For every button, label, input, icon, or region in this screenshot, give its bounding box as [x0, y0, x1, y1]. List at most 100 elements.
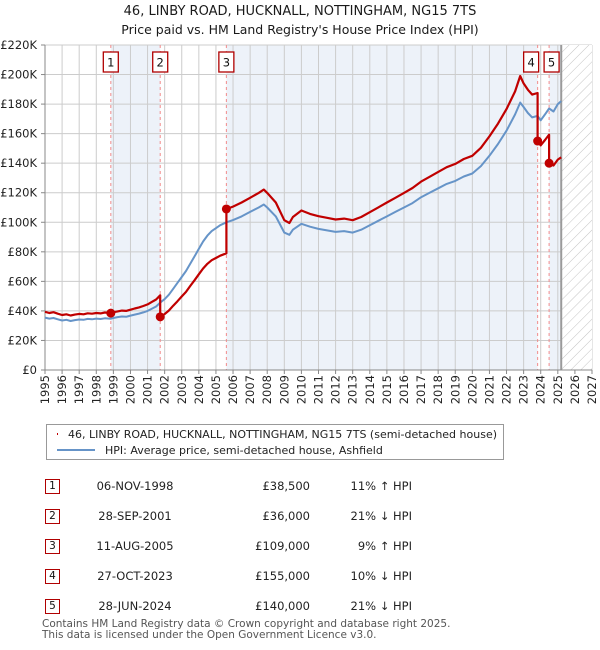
- sale-number-box: 2: [45, 508, 60, 524]
- sale-date: 28-SEP-2001: [98, 509, 172, 523]
- y-axis-label: £220K: [0, 38, 37, 52]
- sale-date: 28-JUN-2024: [98, 599, 172, 613]
- sale-number-box: 3: [45, 538, 60, 554]
- x-axis-label: 2023: [517, 375, 531, 404]
- property-line-swatch: [57, 433, 59, 435]
- y-axis-label: £200K: [0, 68, 37, 82]
- x-axis-label: 2000: [123, 375, 137, 404]
- sale-point-marker: [544, 158, 554, 168]
- legend-label-property: 46, LINBY ROAD, HUCKNALL, NOTTINGHAM, NG…: [68, 427, 497, 441]
- x-axis-label: 2019: [448, 375, 462, 404]
- x-axis-label: 1996: [55, 375, 69, 404]
- sale-point-marker: [221, 204, 231, 214]
- x-axis-label: 2022: [500, 375, 514, 404]
- hpi-line: [44, 100, 562, 322]
- footer-line-1: Contains HM Land Registry data © Crown c…: [42, 618, 451, 630]
- ownership-period-shading: [226, 45, 538, 370]
- x-axis-label: 2027: [585, 375, 599, 404]
- x-axis-label: 2012: [329, 375, 343, 404]
- x-axis-label: 2010: [294, 375, 308, 404]
- sale-point-marker: [533, 136, 543, 146]
- sale-hpi-comparison: 11% ↑ HPI: [350, 479, 412, 493]
- sale-number-box: 5: [45, 598, 60, 614]
- y-axis-label: £120K: [0, 186, 37, 200]
- y-axis-label: £20K: [8, 333, 38, 347]
- x-axis-label: 2021: [482, 375, 496, 404]
- x-axis-label: 2018: [431, 375, 445, 404]
- sale-number-flag: [522, 51, 540, 73]
- sale-row: 4 27-OCT-2023 £155,000 10% ↓ HPI: [45, 561, 465, 591]
- license-footer: Contains HM Land Registry data © Crown c…: [42, 619, 450, 641]
- x-axis-label: 2011: [312, 375, 326, 404]
- sale-number-flag: [102, 51, 119, 73]
- y-axis-label: £100K: [0, 215, 37, 229]
- x-axis-label: 1995: [38, 375, 52, 404]
- future-region-hatch: [561, 45, 592, 370]
- sale-price: £36,000: [262, 509, 310, 523]
- legend-item-property: 46, LINBY ROAD, HUCKNALL, NOTTINGHAM, NG…: [53, 427, 497, 441]
- x-axis-label: 2003: [175, 375, 189, 404]
- y-axis-label: £160K: [0, 127, 37, 141]
- sale-hpi-comparison: 10% ↓ HPI: [350, 569, 412, 583]
- x-axis-label: 2020: [465, 375, 479, 404]
- sale-number-flag-label: 2: [157, 56, 164, 70]
- x-axis-label: 2004: [192, 375, 206, 404]
- y-axis-label: £140K: [0, 156, 37, 170]
- sale-number-flag-label: 1: [107, 56, 114, 70]
- y-axis-label: £80K: [8, 245, 38, 259]
- x-axis-label: 2005: [209, 375, 223, 404]
- y-axis-label: £180K: [0, 97, 37, 111]
- x-axis-label: 2009: [277, 375, 291, 404]
- legend-label-hpi: HPI: Average price, semi-detached house,…: [105, 443, 383, 457]
- hpi-line-swatch: [57, 449, 95, 451]
- sales-table: 1 06-NOV-1998 £38,500 11% ↑ HPI 2 28-SEP…: [45, 471, 465, 621]
- sale-number-flag-label: 3: [223, 56, 230, 70]
- x-axis-label: 2016: [397, 375, 411, 404]
- sale-price: £140,000: [255, 599, 310, 613]
- x-axis-label: 2014: [363, 375, 377, 404]
- sale-number-flag-label: 5: [548, 56, 555, 70]
- sale-price: £155,000: [255, 569, 310, 583]
- sale-point-marker: [106, 308, 116, 318]
- sale-number-flag: [543, 51, 560, 73]
- sale-date: 27-OCT-2023: [97, 569, 173, 583]
- y-axis-label: £60K: [8, 274, 38, 288]
- x-axis-label: 2008: [260, 375, 274, 404]
- sale-hpi-comparison: 9% ↑ HPI: [357, 539, 412, 553]
- x-axis-label: 2017: [414, 375, 428, 404]
- sale-date: 11-AUG-2005: [96, 539, 174, 553]
- ownership-period-shading: [549, 45, 562, 370]
- sale-price: £109,000: [255, 539, 310, 553]
- x-axis-label: 1997: [72, 375, 86, 404]
- x-axis-label: 2002: [158, 375, 172, 404]
- x-axis-label: 2001: [141, 375, 155, 404]
- x-axis-label: 2007: [243, 375, 257, 404]
- chart-legend: 46, LINBY ROAD, HUCKNALL, NOTTINGHAM, NG…: [46, 424, 504, 460]
- x-axis-label: 2024: [534, 375, 548, 404]
- sale-row: 3 11-AUG-2005 £109,000 9% ↑ HPI: [45, 531, 465, 561]
- sale-row: 2 28-SEP-2001 £36,000 21% ↓ HPI: [45, 501, 465, 531]
- sale-number-box: 1: [45, 478, 60, 494]
- page-title: 46, LINBY ROAD, HUCKNALL, NOTTINGHAM, NG…: [123, 4, 477, 19]
- x-axis-label: 2026: [568, 375, 582, 404]
- sale-hpi-comparison: 21% ↓ HPI: [350, 509, 412, 523]
- x-axis-label: 2006: [226, 375, 240, 404]
- legend-item-hpi: HPI: Average price, semi-detached house,…: [53, 443, 497, 457]
- sale-point-marker: [155, 312, 165, 322]
- x-axis-label: 2025: [551, 375, 565, 404]
- price-history-chart: 1 2 3 4 5 £0 £20K £40K £60K £80K £100K £120K £140K £1…: [0, 38, 599, 404]
- sale-number-flag-label: 4: [527, 56, 534, 70]
- x-axis-label: 1999: [106, 375, 120, 404]
- x-axis-label: 1998: [89, 375, 103, 404]
- footer-line-2: This data is licensed under the Open Gov…: [42, 629, 377, 641]
- sale-row: 5 28-JUN-2024 £140,000 21% ↓ HPI: [45, 591, 465, 621]
- sale-row: 1 06-NOV-1998 £38,500 11% ↑ HPI: [45, 471, 465, 501]
- y-axis-label: £40K: [8, 304, 38, 318]
- sale-date: 06-NOV-1998: [96, 479, 174, 493]
- ownership-period-shading: [110, 45, 161, 370]
- sale-hpi-comparison: 21% ↓ HPI: [350, 599, 412, 613]
- sale-number-flag: [152, 51, 169, 73]
- sale-number-flag: [218, 51, 235, 73]
- x-axis-label: 2015: [380, 375, 394, 404]
